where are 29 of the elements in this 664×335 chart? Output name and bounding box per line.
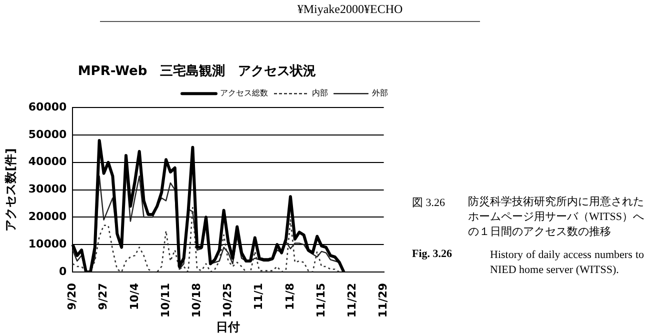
- x-tick-label: 11/8: [283, 282, 296, 310]
- x-tick-label: 9/27: [96, 282, 110, 310]
- caption: 図 3.26: [412, 196, 446, 210]
- x-tick-label: 11/15: [314, 282, 328, 318]
- x-tick-label: 9/20: [66, 282, 79, 310]
- x-tick-label: 10/25: [221, 282, 234, 318]
- text: History of daily access numbers to NIED home server (WITSS).: [490, 248, 644, 278]
- y-axis-title: アクセス数[件]: [3, 148, 18, 232]
- y-tick-label: 30000: [28, 182, 68, 196]
- text: 防災科学技術研究所内に用意されたホームページ用サーバ（WITSS）への１日間のアクセス数の推移: [468, 195, 644, 240]
- legend-label: 内部: [312, 88, 328, 98]
- text: ¥Miyake2000¥ECHO: [296, 2, 404, 17]
- x-tick-label: 11/29: [376, 282, 390, 318]
- y-tick-label: 50000: [28, 128, 68, 141]
- y-tick-label: 10000: [28, 237, 68, 250]
- x-tick-label: 11/1: [252, 282, 266, 310]
- y-tick-label: 60000: [28, 100, 68, 114]
- legend-label: アクセス総数: [220, 88, 268, 98]
- legend-label: 外部: [372, 88, 388, 98]
- x-tick-label: 10/11: [158, 282, 172, 318]
- x-tick-label: 10/4: [128, 282, 141, 310]
- chart-title: MPR-Web 三宅島観測 アクセス状況: [78, 63, 316, 80]
- x-tick-label: 10/18: [190, 282, 203, 318]
- y-tick-label: 20000: [28, 210, 68, 224]
- caption: Fig. 3.26: [412, 248, 454, 260]
- y-tick-label: 40000: [28, 155, 68, 168]
- y-tick-label: 0: [59, 264, 68, 278]
- x-axis-title: 日付: [216, 320, 240, 334]
- x-tick-label: 11/22: [346, 282, 359, 318]
